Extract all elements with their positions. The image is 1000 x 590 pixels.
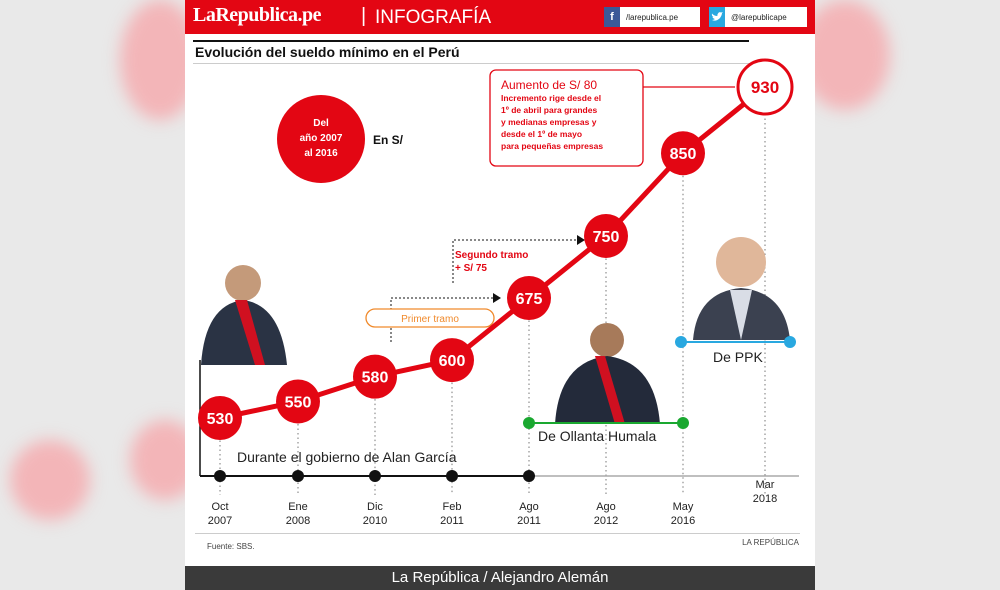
data-label: 850 (670, 146, 697, 163)
tick-label: 2010 (363, 515, 387, 527)
unit-label: En S/ (373, 133, 404, 147)
data-label: 580 (362, 370, 389, 387)
period-badge (277, 95, 365, 183)
header-bar: LaRepublica.pe | INFOGRAFÍA f /larepubli… (185, 0, 815, 34)
title-divider (193, 63, 763, 64)
increase-line: para pequeñas empresas (501, 141, 603, 151)
tick-label: 2008 (286, 515, 310, 527)
facebook-link[interactable]: f /larepublica.pe (604, 7, 700, 27)
tick-label: May (673, 501, 694, 513)
tick-label: 2007 (208, 515, 232, 527)
timeline-dot (523, 470, 535, 482)
humala-label: De Ollanta Humala (538, 428, 656, 444)
second-stage-line2: + S/ 75 (455, 263, 487, 274)
tick-label: 2016 (671, 515, 695, 527)
separator: | (361, 5, 367, 27)
footer-divider (195, 533, 800, 534)
garcia-label: Durante el gobierno de Alan García (237, 449, 457, 465)
tick-label: 2012 (594, 515, 618, 527)
tick-label: 2018 (753, 493, 777, 505)
infographic: LaRepublica.pe | INFOGRAFÍA f /larepubli… (185, 0, 815, 590)
timeline-dot (369, 470, 381, 482)
data-point (736, 58, 794, 116)
data-label: 530 (207, 411, 234, 428)
credit-bar: La República / Alejandro Alemán (185, 566, 815, 590)
data-point (198, 396, 242, 440)
twitter-icon (709, 7, 725, 27)
data-point (276, 379, 320, 424)
second-stage-line1: Segundo tramo (455, 250, 528, 261)
section-label: INFOGRAFÍA (375, 7, 492, 28)
data-point (584, 213, 628, 258)
twitter-link[interactable]: @larepublicape (709, 7, 807, 27)
data-point (661, 131, 705, 176)
chart-area: Del año 2007 al 2016 En S/ Aumento de S/… (198, 58, 799, 527)
data-label: 550 (285, 394, 312, 411)
increase-line: desde el 1º de mayo (501, 129, 582, 139)
timeline-dot (292, 470, 304, 482)
tick-label: Ene (288, 501, 308, 513)
period-line2: año 2007 (300, 133, 343, 144)
tick-label: 2011 (440, 515, 464, 527)
chart-title: Evolución del sueldo mínimo en el Perú (195, 44, 460, 60)
increase-box (489, 69, 644, 167)
data-point (507, 276, 551, 321)
data-point (353, 354, 397, 399)
data-label: 930 (751, 78, 779, 97)
period-line3: al 2016 (304, 148, 338, 159)
alan-garcia-photo (201, 265, 287, 365)
data-point (430, 338, 474, 383)
ppk-photo (693, 237, 790, 340)
tick-label: Ago (596, 501, 616, 513)
timeline-dot (214, 470, 226, 482)
first-stage-pill (365, 308, 495, 328)
increase-title: Aumento de S/ 80 (501, 78, 597, 92)
logo[interactable]: LaRepublica.pe (193, 4, 322, 26)
increase-line: Incremento rige desde el (501, 93, 601, 103)
data-label: 750 (593, 229, 620, 246)
brand-note: LA REPÚBLICA (742, 538, 799, 547)
ollanta-humala-photo (555, 323, 660, 424)
source-note: Fuente: SBS. (207, 542, 255, 551)
data-label: 675 (516, 291, 543, 308)
twitter-handle: @larepublicape (731, 12, 787, 22)
title-rule (193, 40, 749, 42)
tick-label: Feb (443, 501, 462, 513)
increase-line: y medianas empresas y (501, 117, 597, 127)
facebook-handle: /larepublica.pe (626, 12, 679, 22)
timeline-dot (446, 470, 458, 482)
tick-label: 2011 (517, 515, 541, 527)
increase-line: 1º de abril para grandes (501, 105, 597, 115)
tick-label: Oct (211, 501, 228, 513)
first-stage-label: Primer tramo (401, 314, 459, 325)
period-line1: Del (313, 118, 329, 129)
tick-label: Ago (519, 501, 539, 513)
facebook-icon: f (604, 7, 620, 27)
tick-label: Mar (756, 479, 775, 491)
ppk-label: De PPK (713, 349, 763, 365)
data-label: 600 (439, 353, 466, 370)
tick-label: Dic (367, 501, 383, 513)
